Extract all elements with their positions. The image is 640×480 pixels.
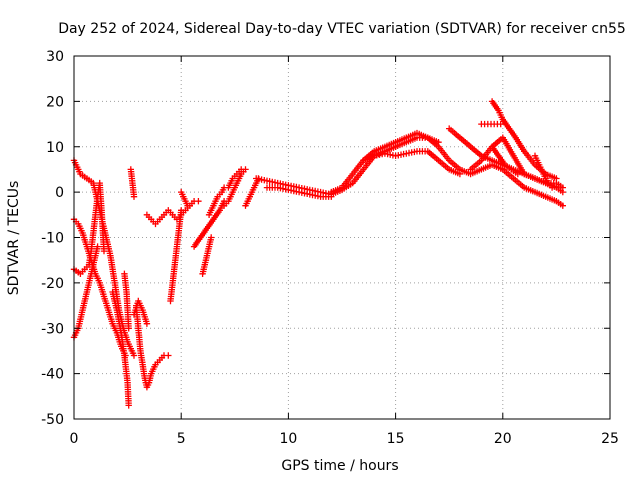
y-tick-label: 10	[46, 140, 64, 156]
data-points	[488, 98, 560, 182]
data-points	[167, 207, 185, 305]
data-points	[225, 166, 245, 191]
series-arc-ac	[531, 152, 556, 191]
series-arc-v	[360, 148, 464, 178]
series-arc-f	[121, 270, 132, 332]
data-points	[392, 134, 442, 150]
x-tick-label: 10	[279, 431, 297, 447]
plot-area	[70, 98, 566, 409]
y-tick-label: -40	[41, 367, 64, 383]
series-arc-k	[167, 207, 185, 305]
data-points	[143, 198, 202, 228]
data-points	[199, 234, 215, 277]
series-arc-z	[488, 98, 560, 182]
y-axis: 30 20 10 0 -10 -20 -30 -40 -50	[41, 49, 610, 428]
y-tick-label: 30	[46, 49, 64, 65]
series-arc-h	[133, 302, 172, 391]
data-points	[127, 166, 138, 200]
data-points	[488, 143, 521, 178]
series-arc-p	[220, 166, 249, 209]
chart-title: Day 252 of 2024, Sidereal Day-to-day VTE…	[58, 21, 626, 37]
y-tick-label: 20	[46, 94, 64, 110]
series-arc-d	[70, 179, 108, 277]
series-arc-r	[242, 175, 262, 209]
x-tick-label: 15	[387, 431, 405, 447]
data-points	[178, 188, 191, 209]
series-arc-o	[205, 184, 228, 218]
x-axis-label: GPS time / hours	[281, 458, 398, 474]
x-tick-label: 25	[601, 431, 619, 447]
series-arc-t	[263, 184, 335, 200]
series-arc-aa	[478, 120, 504, 128]
data-points	[133, 302, 172, 391]
y-tick-label: -30	[41, 321, 64, 337]
data-points	[121, 270, 132, 332]
y-tick-label: 0	[55, 185, 64, 201]
series-arc-g	[127, 166, 138, 200]
series-arc-c	[70, 243, 101, 341]
series-arc-j	[143, 198, 202, 228]
series-arc-e	[109, 288, 132, 409]
data-points	[70, 243, 101, 341]
data-points	[220, 166, 249, 209]
data-points	[109, 288, 132, 409]
data-points	[360, 148, 464, 178]
data-points	[130, 297, 151, 327]
series-arc-i	[130, 297, 151, 327]
data-points	[263, 184, 335, 200]
data-points	[328, 129, 566, 209]
y-axis-label: SDTVAR / TECUs	[6, 181, 22, 296]
y-tick-label: -10	[41, 231, 64, 247]
data-points	[478, 120, 504, 128]
y-tick-label: -20	[41, 276, 64, 292]
series-arc-q	[225, 166, 245, 191]
data-points	[70, 179, 108, 277]
x-tick-label: 20	[494, 431, 512, 447]
series-arc-n	[199, 234, 215, 277]
x-axis: 0 5 10 15 20 25	[70, 56, 619, 447]
series-arc-l	[178, 188, 191, 209]
y-tick-label: -50	[41, 412, 64, 428]
series-arc-ab	[488, 143, 521, 178]
data-points	[205, 184, 228, 218]
series-arc-w	[392, 134, 442, 150]
data-points	[531, 152, 556, 191]
x-tick-label: 0	[70, 431, 79, 447]
x-tick-label: 5	[177, 431, 186, 447]
data-points	[242, 175, 262, 209]
series-arc-u	[328, 129, 566, 209]
